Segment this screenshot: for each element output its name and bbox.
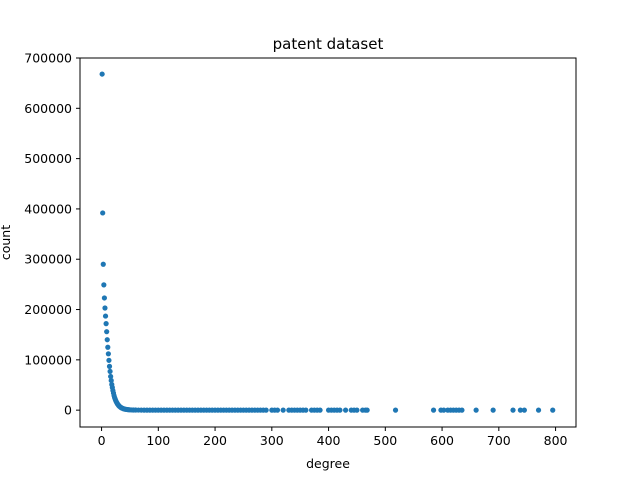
data-point [101, 262, 106, 267]
x-tick-label: 300 [260, 433, 284, 448]
x-tick-label: 100 [146, 433, 170, 448]
data-point [106, 351, 111, 356]
data-point [275, 408, 280, 413]
y-axis: 0 100000 200000 300000 400000 500000 600000 700… [24, 51, 80, 418]
data-point [354, 408, 359, 413]
y-tick-label: 600000 [24, 101, 72, 116]
plot-frame [80, 58, 576, 427]
y-axis-label: count [0, 225, 13, 260]
data-point [343, 408, 348, 413]
x-axis: 0 100 200 300 400 500 600 700 800 [98, 427, 568, 448]
x-axis-label: degree [306, 456, 350, 471]
data-point [536, 408, 541, 413]
x-tick-label: 600 [430, 433, 454, 448]
data-point [491, 408, 496, 413]
data-point [365, 408, 370, 413]
data-point [100, 210, 105, 215]
y-tick-label: 500000 [24, 151, 72, 166]
y-tick-label: 200000 [24, 302, 72, 317]
data-point [104, 321, 109, 326]
x-tick-label: 500 [373, 433, 397, 448]
data-point [103, 313, 108, 318]
data-point [303, 408, 308, 413]
y-tick-label: 400000 [24, 201, 72, 216]
data-point [101, 282, 106, 287]
data-point [474, 408, 479, 413]
chart-title: patent dataset [273, 35, 384, 53]
data-point [459, 408, 464, 413]
data-point [337, 408, 342, 413]
data-point [510, 408, 515, 413]
data-point [100, 71, 105, 76]
y-tick-label: 700000 [24, 51, 72, 66]
data-point [107, 369, 112, 374]
x-tick-label: 200 [203, 433, 227, 448]
x-tick-label: 0 [98, 433, 106, 448]
data-point [317, 408, 322, 413]
data-point [106, 358, 111, 363]
data-point [281, 408, 286, 413]
x-tick-label: 400 [317, 433, 341, 448]
x-tick-label: 700 [487, 433, 511, 448]
data-point [522, 408, 527, 413]
y-tick-label: 300000 [24, 252, 72, 267]
data-point [264, 408, 269, 413]
data-point [393, 408, 398, 413]
data-point [105, 345, 110, 350]
data-point [105, 337, 110, 342]
data-point [107, 364, 112, 369]
y-tick-label: 100000 [24, 352, 72, 367]
data-point [102, 295, 107, 300]
data-point [550, 408, 555, 413]
data-point [104, 329, 109, 334]
data-point [102, 305, 107, 310]
data-points [100, 71, 556, 412]
y-tick-label: 0 [64, 403, 72, 418]
x-tick-label: 800 [544, 433, 568, 448]
data-point [431, 408, 436, 413]
